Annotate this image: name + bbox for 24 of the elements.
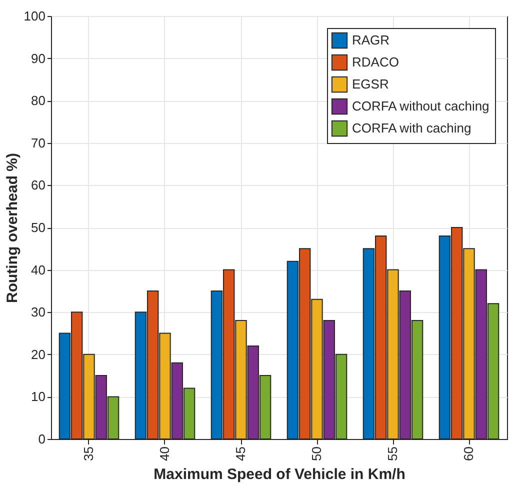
x-axis-title: Maximum Speed of Vehicle in Km/h (154, 466, 406, 483)
legend-label: EGSR (352, 76, 389, 92)
x-tick-label: 40 (157, 446, 172, 461)
legend-label: RAGR (352, 32, 390, 48)
y-axis-title: Routing overhead %) (4, 152, 21, 304)
x-tick-label: 55 (385, 446, 400, 461)
x-tick-label: 35 (81, 446, 96, 461)
y-tick-label: 20 (31, 346, 46, 362)
legend-label: CORFA with caching (352, 120, 472, 136)
y-tick-label: 60 (31, 178, 46, 193)
y-tick-label: 30 (31, 304, 46, 320)
y-tick-label: 100 (24, 8, 46, 24)
y-tick-label: 50 (31, 220, 46, 235)
x-tick-label: 45 (233, 446, 248, 461)
y-tick-label: 70 (31, 135, 46, 150)
y-tick-label: 40 (31, 262, 46, 278)
y-tick-label: 80 (31, 93, 46, 108)
y-tick-label: 10 (31, 389, 46, 404)
x-tick-label: 60 (461, 446, 476, 461)
y-tick-label: 90 (31, 50, 46, 66)
legend-label: CORFA without caching (352, 98, 490, 114)
legend-label: RDACO (352, 54, 399, 70)
x-tick-label: 50 (309, 446, 324, 461)
y-tick-label: 0 (38, 432, 46, 446)
